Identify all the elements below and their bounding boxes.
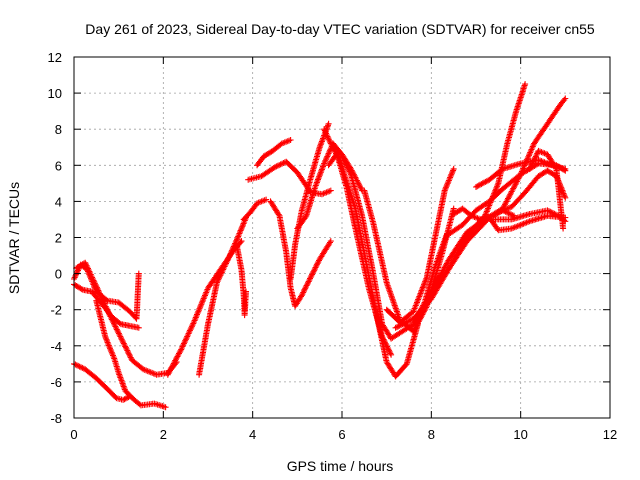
y-tick-label: -8 (50, 411, 62, 426)
series-arc-11 (254, 137, 294, 169)
y-tick-labels: -8 -6 -4 -2 0 2 4 6 8 10 12 (48, 50, 62, 426)
series-arc-24 (450, 205, 569, 234)
series-arc-7 (196, 214, 249, 378)
plus-markers (254, 137, 294, 169)
series-arc-14 (294, 140, 366, 232)
y-tick-label: 12 (48, 50, 62, 65)
y-tick-label: 6 (55, 158, 62, 173)
plus-markers (240, 196, 270, 223)
x-tick-label: 0 (70, 427, 77, 442)
series-arc-16 (325, 149, 421, 380)
y-axis-title: SDTVAR / TECUs (6, 182, 22, 294)
x-tick-label: 12 (603, 427, 617, 442)
plus-markers (325, 149, 421, 380)
y-tick-label: -2 (50, 303, 62, 318)
plus-markers (450, 205, 569, 234)
x-tick-label: 2 (160, 427, 167, 442)
plus-markers (93, 297, 169, 411)
plus-markers (490, 207, 569, 225)
series-arc-27 (490, 207, 569, 225)
series-arc-28 (526, 147, 567, 232)
plus-markers (73, 259, 180, 378)
series-arc-8 (234, 243, 249, 319)
plus-markers (267, 198, 334, 310)
plus-markers (428, 81, 529, 295)
plus-markers (245, 158, 334, 198)
y-tick-label: 2 (55, 231, 62, 246)
plus-markers (294, 140, 366, 232)
series-arc-3 (73, 259, 180, 378)
plus-markers (196, 214, 249, 378)
x-tick-label: 4 (249, 427, 256, 442)
x-axis-title: GPS time / hours (287, 458, 394, 474)
series-arc-19 (383, 165, 457, 326)
series-arc-9 (240, 196, 270, 223)
series-arc-4 (93, 297, 169, 411)
y-tick-label: -4 (50, 339, 62, 354)
series-arc-12 (267, 198, 334, 310)
y-tick-label: 0 (55, 267, 62, 282)
data-marks (71, 81, 569, 411)
series-arc-22 (428, 81, 529, 295)
plus-markers (526, 147, 567, 232)
plus-markers (234, 243, 249, 319)
x-tick-label: 10 (513, 427, 527, 442)
series-arc-10 (245, 158, 334, 198)
y-tick-label: 10 (48, 86, 62, 101)
axis-ticks (73, 56, 611, 419)
chart-title: Day 261 of 2023, Sidereal Day-to-day VTE… (85, 21, 595, 37)
plus-markers (383, 165, 457, 326)
grid-layer (74, 57, 610, 418)
y-tick-label: -6 (50, 375, 62, 390)
x-tick-label: 6 (338, 427, 345, 442)
x-tick-label: 8 (428, 427, 435, 442)
x-tick-labels: 0 2 4 6 8 10 12 (70, 427, 617, 442)
y-tick-label: 4 (55, 194, 62, 209)
y-tick-label: 8 (55, 122, 62, 137)
